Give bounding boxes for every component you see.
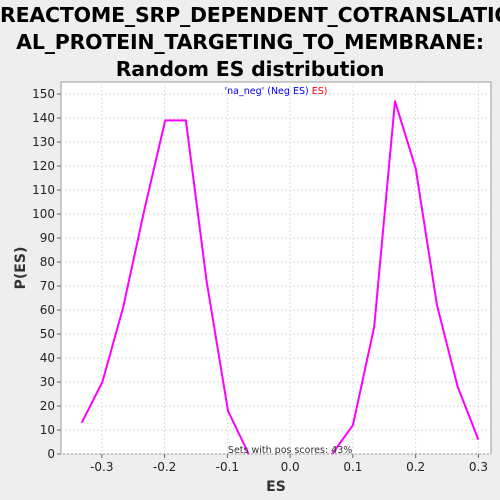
x-tick-label: 0.0 (281, 460, 300, 474)
x-tick-label: 0.1 (343, 460, 362, 474)
chart-title-line-1: REACTOME_SRP_DEPENDENT_COTRANSLATION (0, 3, 500, 27)
series-layer (80, 100, 480, 455)
y-tick-label: 10 (40, 423, 55, 437)
y-tick-label: 70 (40, 279, 55, 293)
y-tick-label: 0 (47, 447, 55, 461)
x-tick-label: 0.3 (469, 460, 488, 474)
series-line-segment-2 (331, 100, 480, 455)
y-axis-label: P(ES) (13, 247, 29, 290)
y-tick-label: 100 (32, 207, 55, 221)
annotation-pos-scores: Sets with pos scores: 43% (228, 445, 352, 456)
chart-title-line-2: AL_PROTEIN_TARGETING_TO_MEMBRANE: (16, 30, 484, 54)
y-tick-label: 20 (40, 399, 55, 413)
y-tick-label: 40 (40, 351, 55, 365)
legend-part-2: ES) (312, 86, 328, 97)
series-line-segment-1 (80, 119, 250, 455)
x-tick-label: -0.3 (90, 460, 113, 474)
chart-title: REACTOME_SRP_DEPENDENT_COTRANSLATION AL_… (0, 2, 500, 83)
y-tick-label: 80 (40, 255, 55, 269)
y-tick-label: 110 (32, 183, 55, 197)
chart-title-line-3: Random ES distribution (115, 57, 385, 81)
y-tick-label: 30 (40, 375, 55, 389)
y-tick-label: 140 (32, 111, 55, 125)
legend: 'na_neg' (Neg ES) ES) (225, 86, 328, 97)
y-tick-label: 90 (40, 231, 55, 245)
legend-part-1: 'na_neg' (Neg ES) (225, 86, 312, 97)
y-tick-label: 60 (40, 303, 55, 317)
y-tick-label: 150 (32, 87, 55, 101)
y-tick-label: 50 (40, 327, 55, 341)
x-tick-label: -0.2 (153, 460, 176, 474)
x-tick-label: -0.1 (216, 460, 239, 474)
axes: 0 10 20 30 40 50 60 70 80 90 100 110 120 130 140 150 -0.… (32, 87, 488, 474)
x-tick-label: 0.2 (406, 460, 425, 474)
grid (61, 82, 491, 455)
plot-area (60, 81, 492, 455)
y-tick-label: 120 (32, 159, 55, 173)
x-axis-label: ES (266, 479, 286, 495)
y-tick-label: 130 (32, 135, 55, 149)
